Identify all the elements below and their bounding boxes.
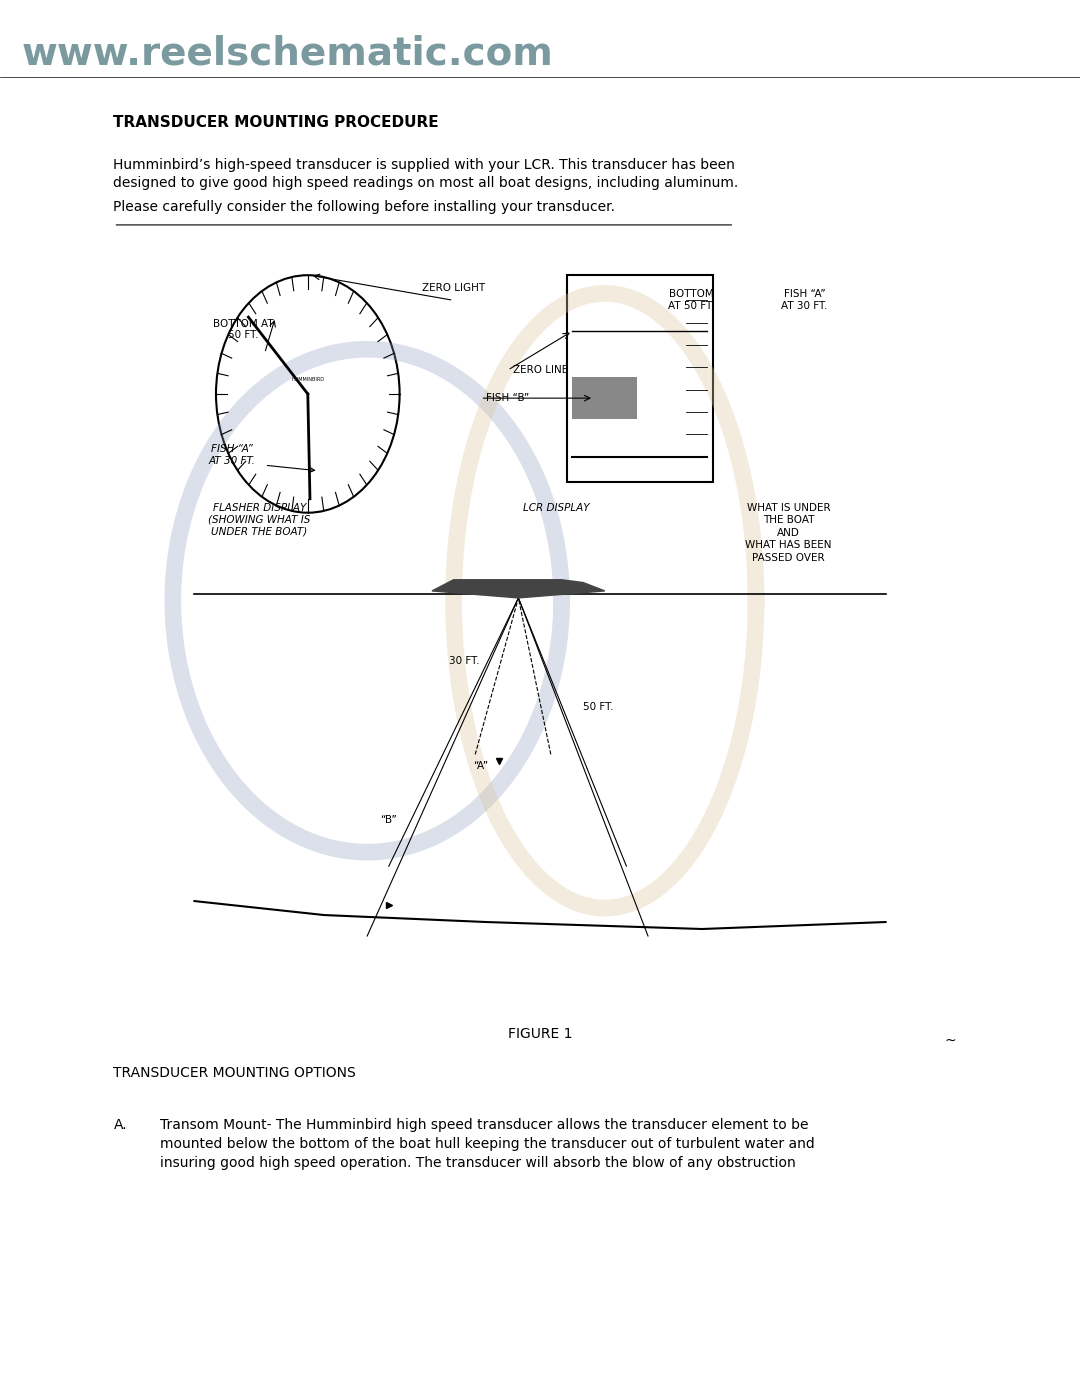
Text: Humminbird’s high-speed transducer is supplied with your LCR. This transducer ha: Humminbird’s high-speed transducer is su… [113, 158, 739, 190]
Text: TRANSDUCER MOUNTING PROCEDURE: TRANSDUCER MOUNTING PROCEDURE [113, 115, 440, 130]
Text: FISH “A”
AT 30 FT.: FISH “A” AT 30 FT. [208, 444, 256, 465]
Text: FLASHER DISPLAY
(SHOWING WHAT IS
UNDER THE BOAT): FLASHER DISPLAY (SHOWING WHAT IS UNDER T… [208, 503, 310, 536]
Text: BOTTOM
AT 50 FT.: BOTTOM AT 50 FT. [669, 289, 714, 310]
Text: FISH “B”: FISH “B” [486, 393, 529, 404]
Text: Please carefully consider the following before installing your transducer.: Please carefully consider the following … [113, 200, 616, 214]
Text: FISH “A”
AT 30 FT.: FISH “A” AT 30 FT. [782, 289, 827, 310]
Text: A.: A. [113, 1118, 127, 1132]
Text: LCR DISPLAY: LCR DISPLAY [523, 503, 590, 513]
Text: BOTTOM AT
50 FT.: BOTTOM AT 50 FT. [213, 319, 273, 339]
Bar [572, 377, 637, 419]
Text: www.reelschematic.com: www.reelschematic.com [22, 35, 553, 73]
Text: 30 FT.: 30 FT. [449, 655, 480, 666]
Text: TRANSDUCER MOUNTING OPTIONS: TRANSDUCER MOUNTING OPTIONS [113, 1066, 356, 1080]
Text: WHAT IS UNDER
THE BOAT
AND
WHAT HAS BEEN
PASSED OVER: WHAT IS UNDER THE BOAT AND WHAT HAS BEEN… [745, 503, 832, 563]
Text: FIGURE 1: FIGURE 1 [508, 1027, 572, 1041]
Text: “A”: “A” [473, 760, 488, 771]
Text: ZERO LIGHT: ZERO LIGHT [422, 284, 485, 293]
Text: ~: ~ [945, 1034, 956, 1048]
Text: Transom Mount- The Humminbird high speed transducer allows the transducer elemen: Transom Mount- The Humminbird high speed… [160, 1118, 814, 1169]
Text: “B”: “B” [380, 814, 397, 826]
Polygon shape [432, 580, 605, 598]
Text: 50 FT.: 50 FT. [583, 701, 613, 712]
Text: HUMMINBIRD: HUMMINBIRD [292, 377, 324, 383]
Bar [567, 275, 713, 482]
Text: ZERO LINE: ZERO LINE [513, 365, 568, 376]
